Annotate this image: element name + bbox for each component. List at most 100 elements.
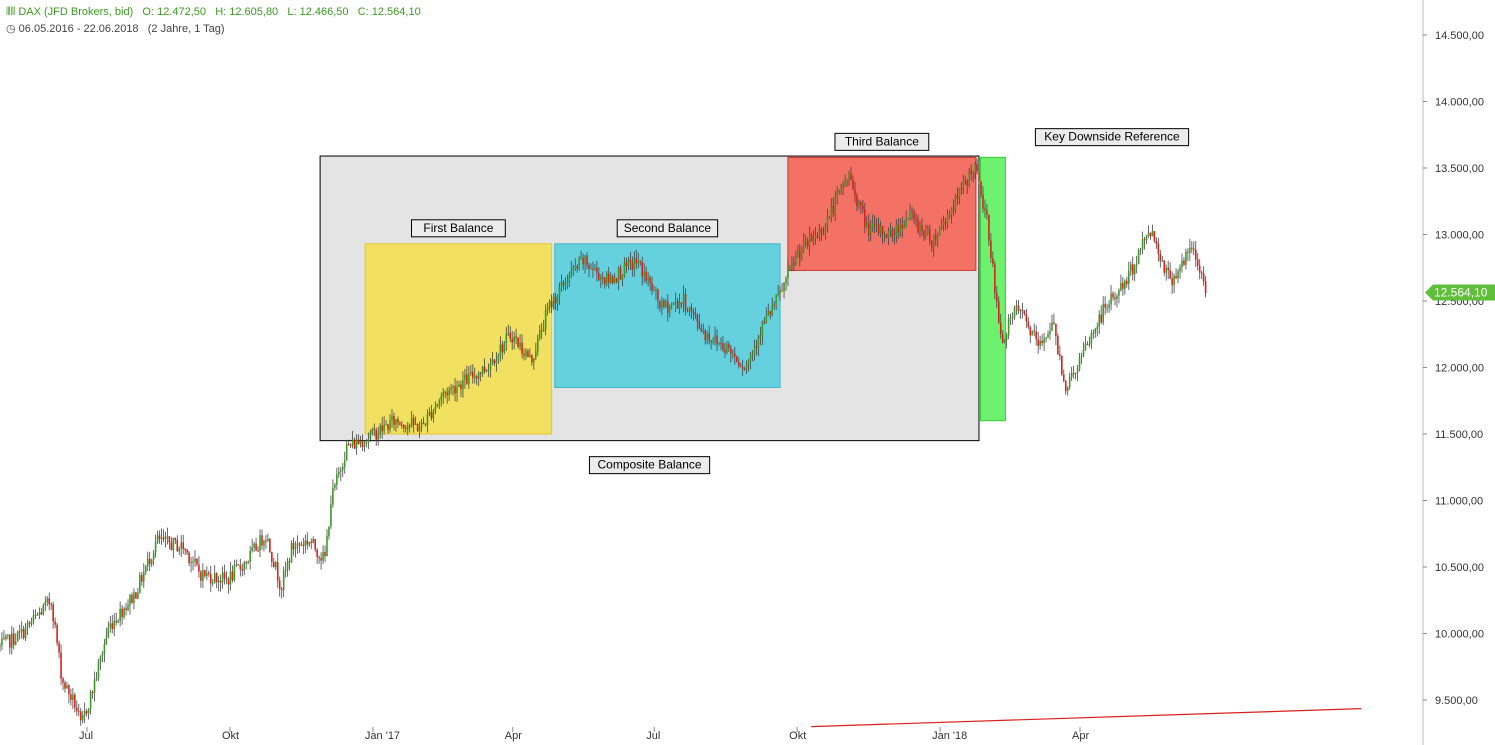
- candle-body: [791, 263, 793, 267]
- candle-body: [202, 570, 204, 581]
- candle-body: [166, 536, 169, 538]
- candle-body: [972, 172, 974, 174]
- date-range: 06.05.2016 - 22.06.2018: [18, 23, 139, 35]
- candle-body: [771, 305, 774, 315]
- candle-body: [871, 223, 874, 227]
- candle-body: [1066, 387, 1069, 391]
- candle-body: [1204, 281, 1207, 294]
- candle-body: [261, 535, 263, 546]
- candle-body: [1110, 293, 1112, 305]
- candle-body: [158, 535, 161, 539]
- candle-body: [312, 538, 315, 543]
- candle-body: [672, 303, 675, 305]
- candle-body: [1013, 307, 1016, 318]
- candle-body: [1, 638, 3, 646]
- candle-body: [925, 233, 927, 238]
- candle-body: [816, 235, 819, 238]
- candle-body: [1031, 330, 1034, 336]
- candle-body: [743, 368, 746, 370]
- candle-body: [629, 259, 632, 263]
- candle-body: [570, 270, 573, 276]
- candle-body: [895, 224, 898, 236]
- candle-body: [513, 336, 515, 343]
- candle-body: [1155, 241, 1158, 244]
- candle-body: [529, 354, 531, 358]
- candle-body: [999, 322, 1002, 335]
- candle-body: [787, 268, 789, 279]
- candle-body: [1098, 314, 1101, 327]
- candle-body: [284, 569, 287, 572]
- candle-body: [503, 343, 506, 353]
- candle-body: [956, 195, 959, 198]
- candle-body: [940, 225, 943, 227]
- candle-body: [574, 266, 577, 268]
- candle-body: [416, 423, 419, 432]
- candle-body: [645, 271, 647, 281]
- clock-icon: ◷: [6, 23, 16, 35]
- candle-body: [761, 322, 764, 336]
- candle-body: [724, 349, 726, 353]
- candle-body: [379, 425, 381, 435]
- candle-body: [1049, 331, 1051, 334]
- candle-body: [219, 580, 222, 583]
- candle-body: [302, 544, 305, 546]
- candle-body: [625, 262, 628, 266]
- first-balance-zone: [364, 243, 553, 435]
- candle-body: [639, 261, 642, 263]
- candle-body: [1033, 330, 1036, 332]
- candle-body: [371, 428, 374, 434]
- candle-body: [347, 443, 350, 445]
- candle-body: [653, 290, 655, 292]
- candle-body: [696, 315, 699, 322]
- candle-body: [359, 441, 362, 445]
- candle-body: [730, 348, 732, 354]
- candle-body: [1053, 322, 1055, 324]
- candle-body: [91, 691, 94, 693]
- close-value: C: 12.564,10: [357, 6, 421, 18]
- balance-zones: [319, 155, 1006, 442]
- candle-body: [515, 336, 517, 338]
- candle-body: [456, 387, 458, 394]
- candle-body: [36, 614, 39, 616]
- candle-body: [466, 374, 468, 384]
- candle-body: [54, 621, 56, 625]
- candle-body: [867, 222, 870, 236]
- candle-body: [444, 391, 446, 393]
- candle-body: [722, 343, 724, 350]
- last-price-tag-shape: [1425, 284, 1495, 301]
- candle-body: [958, 188, 961, 198]
- candle-body: [661, 300, 663, 308]
- candle-body: [728, 344, 730, 349]
- candle-body: [594, 267, 596, 270]
- candle-body: [111, 623, 114, 629]
- candle-body: [68, 685, 70, 695]
- candle-body: [81, 715, 84, 721]
- candle-body: [269, 538, 271, 552]
- candle-body: [1029, 327, 1032, 336]
- candle-body: [1161, 260, 1164, 262]
- candle-body: [710, 340, 712, 343]
- candle-body: [607, 273, 610, 283]
- candle-body: [20, 628, 23, 632]
- candle-body: [322, 552, 324, 561]
- candle-body: [121, 608, 123, 618]
- candle-body: [1135, 263, 1138, 266]
- candle-body: [1045, 337, 1047, 339]
- candle-body: [1011, 317, 1014, 319]
- candle-body: [887, 231, 890, 238]
- candle-body: [1062, 374, 1065, 381]
- candle-body: [601, 277, 604, 279]
- candle-body: [893, 235, 896, 237]
- candle-body: [1173, 276, 1175, 286]
- candle-body: [749, 354, 752, 362]
- candle-body: [647, 277, 649, 281]
- chart-header-quote: ⫴⫴ DAX (JFD Brokers, bid) O: 12.472,50 H…: [6, 6, 421, 19]
- candle-body: [89, 691, 92, 710]
- candle-body: [850, 173, 852, 181]
- candle-body: [708, 333, 710, 341]
- candle-body: [391, 416, 393, 421]
- candle-body: [200, 571, 202, 581]
- candle-body: [1141, 239, 1144, 250]
- candle-body: [929, 229, 931, 241]
